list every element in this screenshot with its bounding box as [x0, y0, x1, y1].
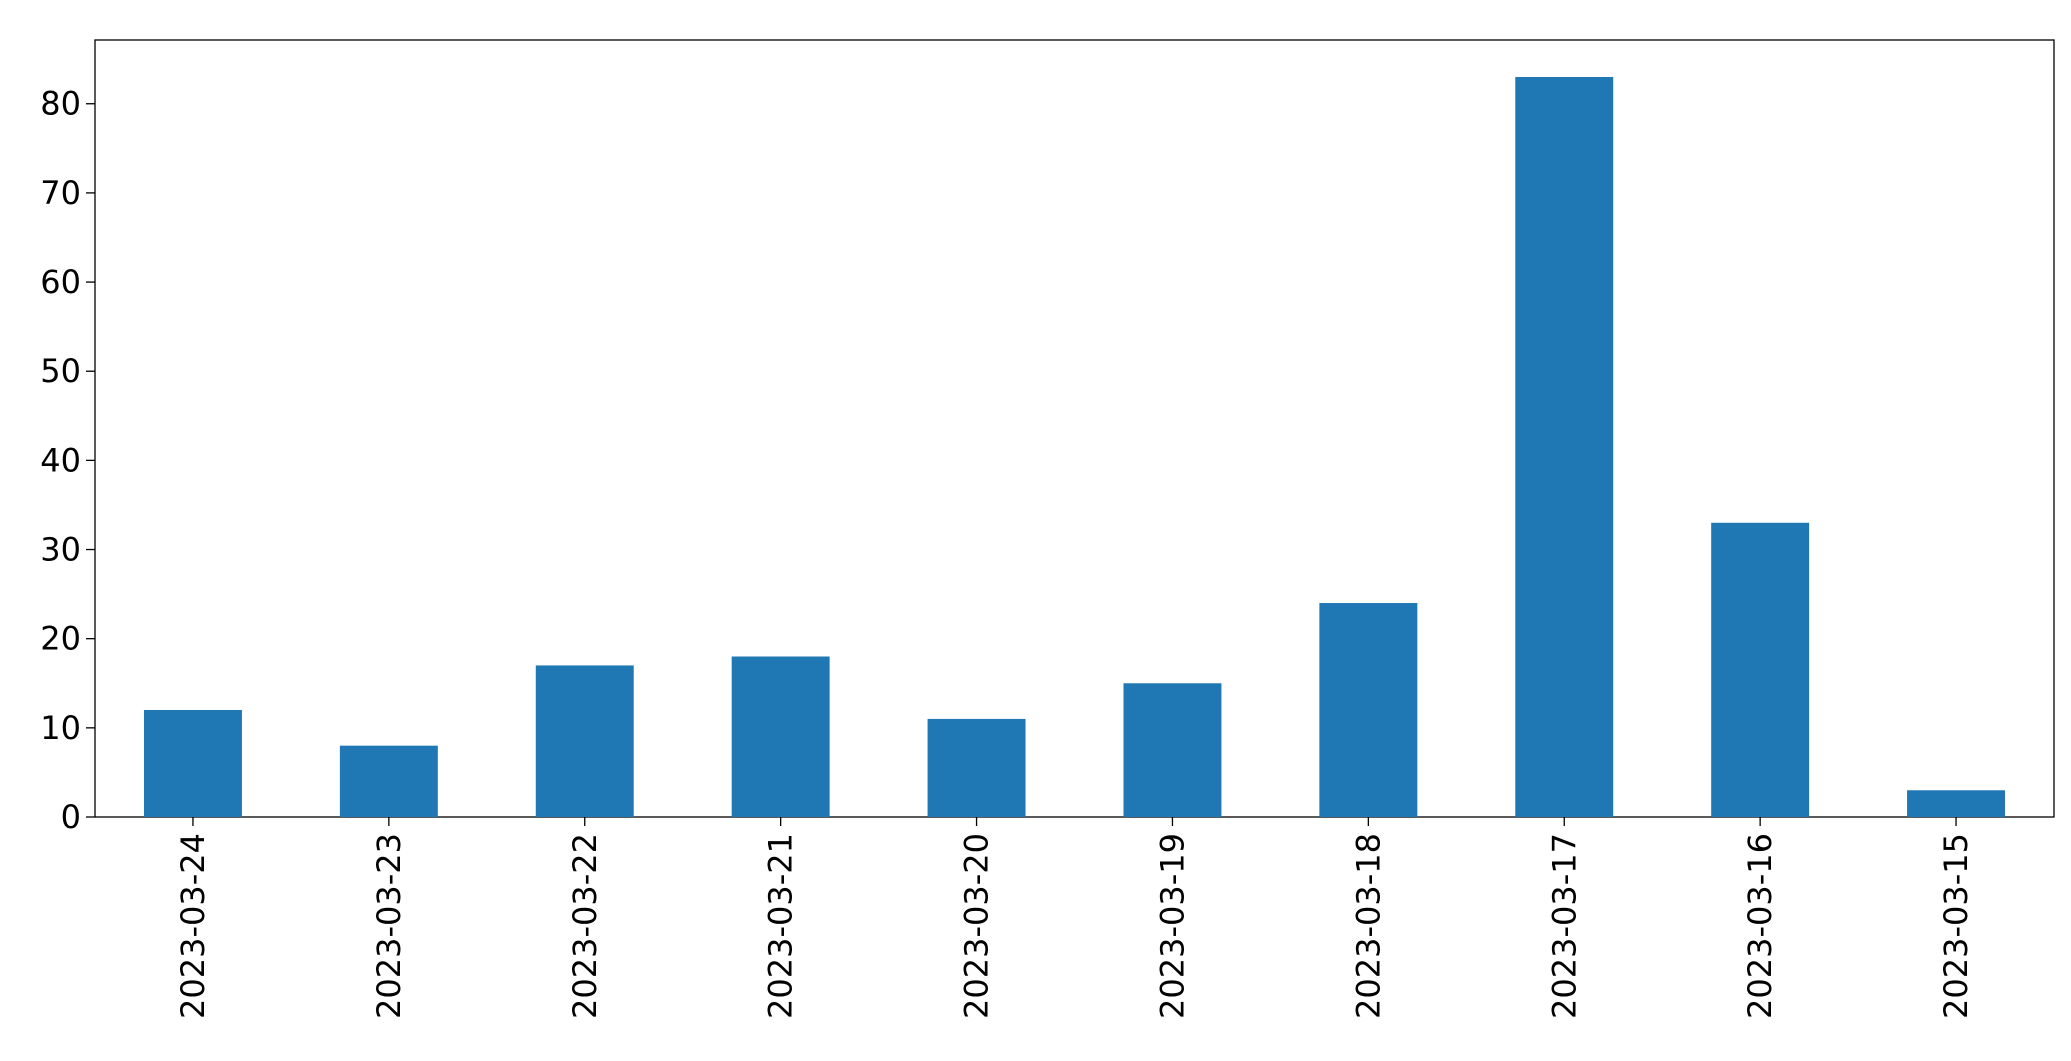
x-tick-label: 2023-03-19 [1153, 833, 1191, 1019]
bar [143, 710, 242, 817]
x-tick-label: 2023-03-22 [566, 833, 604, 1019]
x-tick-label: 2023-03-20 [958, 833, 996, 1019]
y-tick-label: 80 [40, 85, 81, 123]
plot-frame [94, 39, 2055, 818]
bar [1711, 522, 1810, 817]
x-tick-label: 2023-03-21 [762, 833, 800, 1019]
y-tick-label: 50 [40, 352, 81, 390]
bar [1319, 603, 1418, 817]
y-tick-label: 40 [40, 441, 81, 479]
x-tick-label: 2023-03-18 [1349, 833, 1387, 1019]
x-tick-label: 2023-03-17 [1545, 833, 1583, 1019]
bar [927, 718, 1026, 817]
y-tick-label: 30 [40, 531, 81, 569]
y-tick-label: 0 [61, 798, 81, 836]
bar [535, 665, 634, 817]
x-tick-label: 2023-03-16 [1741, 833, 1779, 1019]
x-tick-label: 2023-03-15 [1937, 833, 1975, 1019]
x-tick-label: 2023-03-23 [370, 833, 408, 1019]
y-tick-label: 70 [40, 174, 81, 212]
y-tick-label: 60 [40, 263, 81, 301]
bar [1515, 77, 1614, 817]
y-tick-label: 20 [40, 620, 81, 658]
bar [731, 656, 830, 817]
bar [339, 745, 438, 817]
y-tick-label: 10 [40, 709, 81, 747]
x-tick-label: 2023-03-24 [174, 833, 212, 1019]
bar [1123, 683, 1222, 817]
bar [1907, 790, 2006, 817]
